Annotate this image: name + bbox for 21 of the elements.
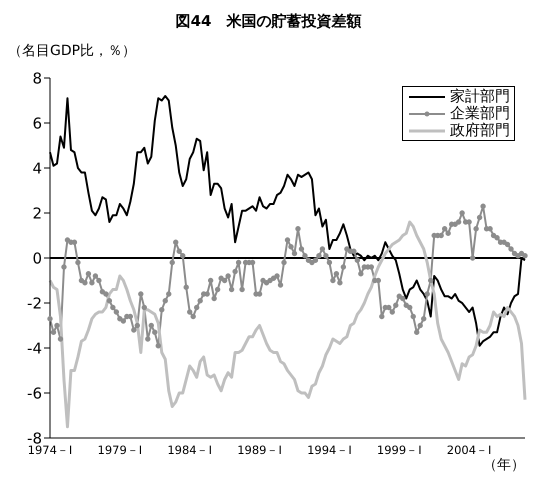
legend-label: 家計部門: [450, 87, 510, 105]
y-tick-label: -6: [27, 384, 42, 402]
y-tick-label: -2: [27, 294, 42, 312]
x-tick-label: 1974－Ⅰ: [28, 443, 72, 458]
legend-label: 政府部門: [450, 121, 510, 139]
x-tick-label: 1999－Ⅰ: [376, 443, 422, 458]
y-tick-label: 2: [32, 204, 42, 222]
y-tick-label: 8: [32, 69, 42, 88]
y-tick-label: -4: [27, 339, 42, 358]
y-tick-label: 4: [32, 159, 42, 178]
x-tick-label: 1984－Ⅰ: [167, 443, 212, 458]
x-tick-label: 1979－Ⅰ: [98, 443, 142, 458]
x-tick-label: 2004－Ⅰ: [446, 443, 492, 458]
y-axis-title: （名目GDP比，％）: [8, 42, 136, 60]
chart-title: 図44 米国の貯蓄投資差額: [174, 12, 362, 31]
x-axis-title: （年）: [483, 456, 525, 474]
x-tick-label: 1994－Ⅰ: [307, 443, 352, 458]
legend-label: 企業部門: [450, 104, 510, 122]
x-tick-label: 1989－Ⅰ: [237, 443, 282, 458]
y-tick-label: 0: [32, 249, 42, 268]
y-tick-label: 6: [32, 114, 42, 132]
